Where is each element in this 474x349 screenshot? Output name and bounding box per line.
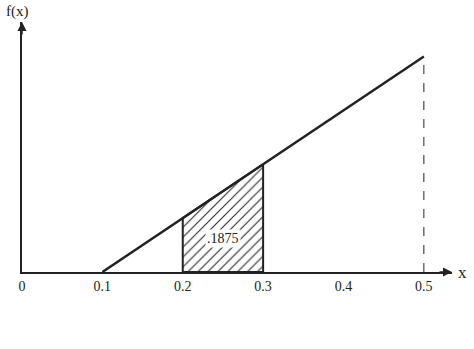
svg-text:0: 0 [19,279,26,294]
svg-text:f(x): f(x) [6,3,29,20]
svg-text:0.3: 0.3 [254,279,272,294]
svg-text:0.1: 0.1 [94,279,112,294]
svg-text:0.5: 0.5 [415,279,433,294]
svg-text:0.4: 0.4 [335,279,353,294]
svg-text:x: x [458,263,467,282]
svg-text:.1875: .1875 [207,231,239,246]
svg-text:0.2: 0.2 [174,279,192,294]
